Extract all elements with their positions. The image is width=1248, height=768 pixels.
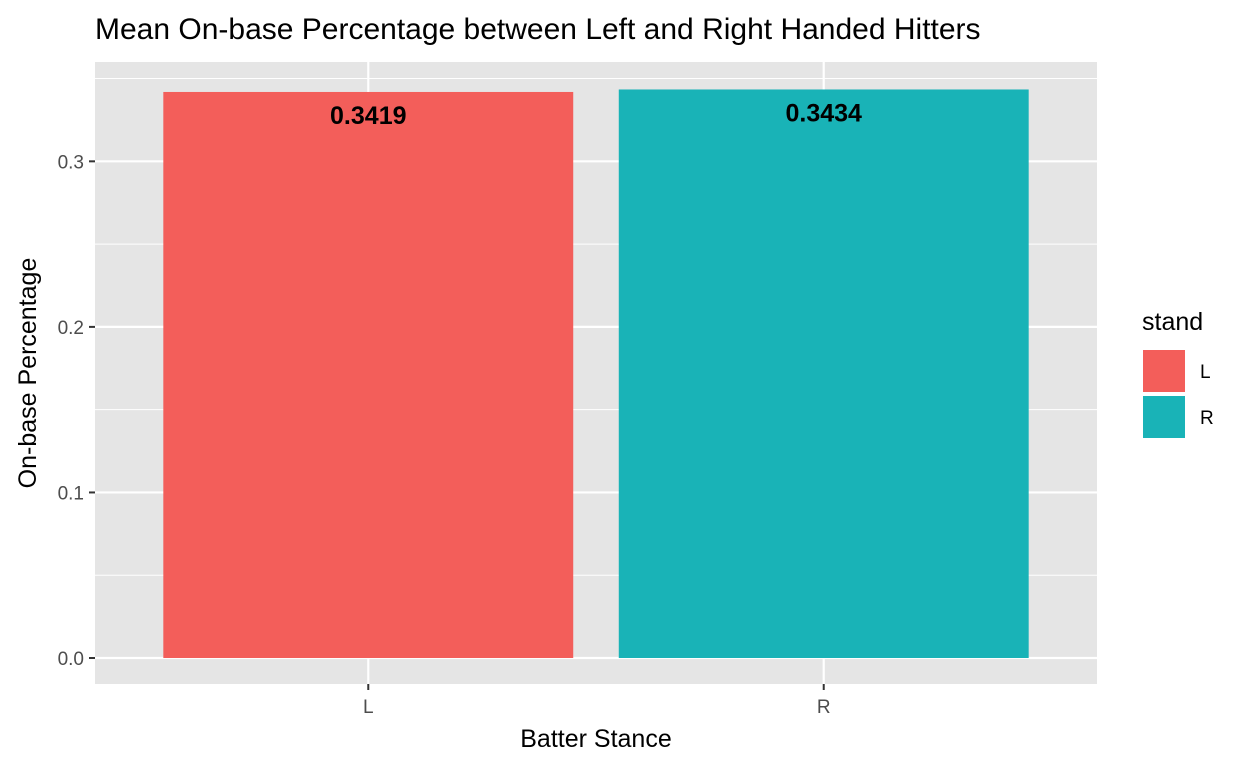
- legend-key-R: [1141, 394, 1187, 440]
- data-label: 0.3434: [785, 99, 862, 127]
- legend-entries: LR: [1141, 348, 1214, 440]
- y-tick-label: 0.1: [58, 483, 84, 504]
- legend-title: stand: [1142, 308, 1203, 336]
- bars: [163, 89, 1029, 659]
- data-labels: 0.3419 0.3434: [330, 99, 862, 129]
- x-axis-title: Batter Stance: [520, 725, 671, 753]
- x-tick-label: R: [817, 697, 831, 718]
- legend-label: R: [1200, 408, 1214, 429]
- bar-L: [163, 91, 574, 659]
- x-tick-label: L: [363, 697, 374, 718]
- data-label: 0.3419: [330, 102, 406, 130]
- y-tick-label: 0.3: [58, 152, 84, 173]
- legend-label: L: [1200, 362, 1211, 383]
- y-tick-label: 0.2: [58, 318, 84, 339]
- y-axis-title: On-base Percentage: [14, 258, 42, 489]
- legend: stand LR: [1141, 308, 1214, 440]
- y-axis: 0.0 0.1 0.2 0.3: [58, 152, 95, 670]
- legend-key-L: [1141, 348, 1187, 394]
- chart-title: Mean On-base Percentage between Left and…: [95, 13, 981, 46]
- bar-R: [618, 89, 1029, 659]
- y-tick-label: 0.0: [58, 649, 84, 670]
